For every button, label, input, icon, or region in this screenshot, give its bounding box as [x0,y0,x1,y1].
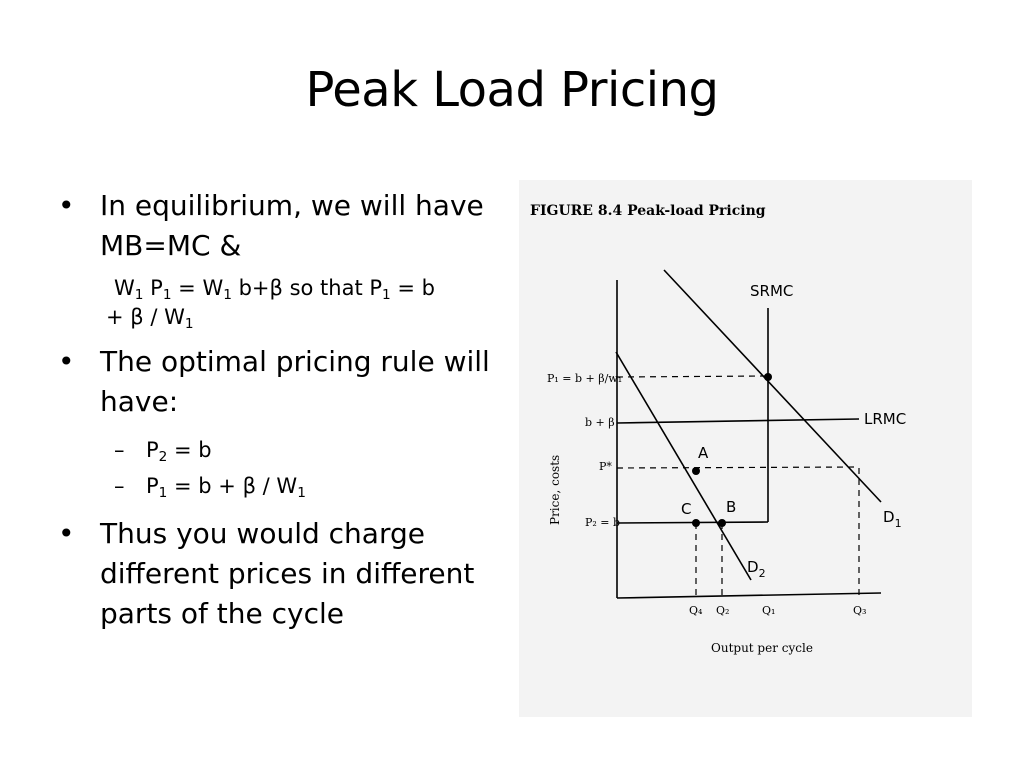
x-tick-q4: Q₄ [689,604,703,617]
d2-label: D2 [747,558,766,580]
bullet-dot: • [58,189,75,222]
y-tick-p2: P₂ = b [585,516,620,529]
bullet-dot: • [58,345,75,378]
bullet-equilibrium: • In equilibrium, we will have MB=MC & [58,186,498,266]
pstar-dashed-line [616,466,860,469]
bullet-conclusion: • Thus you would charge different prices… [58,514,498,634]
y-tick-b-beta: b + β [585,416,615,429]
srmc-label: SRMC [750,282,793,300]
peak-load-diagram: FIGURE 8.4 Peak-load Pricing Price, cost… [530,203,906,655]
x-tick-q3: Q₃ [853,604,866,617]
peak-load-figure: FIGURE 8.4 Peak-load Pricing Price, cost… [519,180,972,717]
bullet-list: • In equilibrium, we will have MB=MC & W… [58,186,498,634]
bullet-conclusion-text: Thus you would charge different prices i… [100,517,475,630]
bullet-equilibrium-text: In equilibrium, we will have MB=MC & [100,189,484,262]
d2-curve [615,351,752,581]
x-axis [616,592,882,599]
rule-p1: – P1 = b + β / W1 [58,468,498,504]
x-axis-label: Output per cycle [711,641,813,655]
x-tick-q1: Q₁ [762,604,775,617]
lrmc-line [616,418,860,424]
rule-p2: – P2 = b [58,432,498,468]
slide-title: Peak Load Pricing [305,62,719,118]
lrmc-label: LRMC [864,410,906,428]
dash-marker: – [114,438,125,462]
p1-dashed-line [616,375,769,378]
x-tick-q2: Q₂ [716,604,729,617]
y-axis-label: Price, costs [548,455,562,525]
peak-equilibrium-point [764,373,772,381]
point-a [692,467,700,475]
y-tick-pstar: P* [599,460,612,473]
y-tick-p1: P₁ = b + β/w₁ [547,372,622,385]
point-a-label: A [698,444,709,462]
d1-curve [663,269,882,503]
dash-marker: – [114,474,125,498]
figure-caption: FIGURE 8.4 Peak-load Pricing [530,203,766,219]
equilibrium-equation: W1 P1 = W1 b+β so that P1 = b + β / W1 [58,274,498,332]
equation-continuation: + β / W1 [106,305,194,333]
bullet-pricing-rule-text: The optimal pricing rule will have: [100,345,490,418]
bullet-dot: • [58,517,75,550]
point-b-label: B [726,498,736,516]
point-c-label: C [681,500,691,518]
bullet-pricing-rule: • The optimal pricing rule will have: [58,342,498,422]
d1-label: D1 [883,508,902,530]
point-b [718,519,726,527]
point-c [692,519,700,527]
